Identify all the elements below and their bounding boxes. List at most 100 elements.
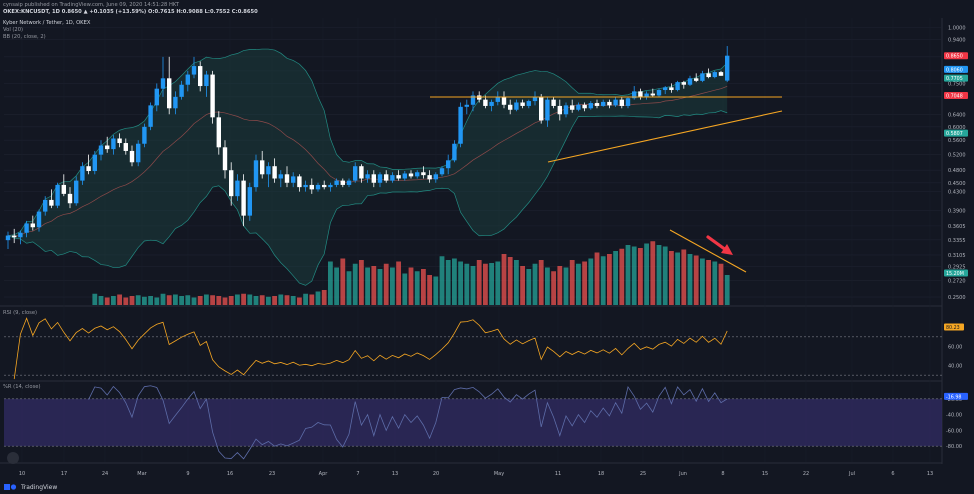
candle-body: [92, 154, 97, 172]
date-tick-label: 17: [61, 471, 67, 477]
candle-body: [681, 82, 686, 85]
price-tick-label: 0.6400: [948, 112, 966, 118]
rsi-line: [13, 317, 728, 380]
candle-body: [346, 180, 352, 185]
volume-bar: [693, 255, 699, 305]
bollinger-upper-line: [7, 48, 728, 236]
candle-body: [371, 174, 376, 183]
rsi-tick-label: 40.00: [948, 364, 962, 370]
candle-body: [384, 174, 389, 181]
date-tick-label: 18: [598, 471, 604, 477]
tradingview-brand[interactable]: TradingView: [4, 483, 57, 491]
volume-bar: [272, 296, 277, 305]
price-tick-label: 0.7500: [948, 81, 966, 87]
candle-body: [576, 104, 581, 110]
candle-body: [129, 150, 135, 163]
volume-bar: [204, 294, 209, 305]
volume-bar: [613, 251, 618, 305]
volume-bar: [185, 295, 191, 305]
williams-r-band: [4, 398, 942, 447]
volume-bar: [359, 260, 364, 305]
candle-body: [204, 74, 209, 87]
candle-body: [700, 73, 705, 81]
volume-bar: [284, 295, 290, 305]
candle-body: [328, 184, 333, 188]
candle-body: [247, 187, 252, 216]
volume-bar: [489, 263, 494, 305]
price-tick-label: 1.0000: [948, 25, 966, 31]
price-badge-label: 0.5807: [946, 131, 963, 137]
price-badge-label: 0.8650: [946, 54, 963, 60]
candle-body: [198, 66, 203, 87]
volume-bar: [551, 271, 556, 305]
candle-body: [638, 91, 643, 97]
candle-body: [353, 166, 358, 181]
symbol-title: Kyber Network / Tether, 1D, OKEX: [3, 20, 91, 26]
volume-bar: [569, 260, 575, 305]
candle-body: [644, 93, 649, 97]
candle-body: [334, 180, 339, 185]
candle-body: [216, 117, 221, 148]
candle-body: [179, 84, 184, 97]
volume-bar: [439, 256, 445, 305]
date-tick-label: 25: [640, 471, 646, 477]
volume-bar: [216, 296, 222, 305]
volume-bar: [160, 293, 166, 305]
candle-body: [396, 175, 401, 179]
volume-bar: [619, 248, 625, 305]
date-tick-label: May: [494, 471, 504, 477]
williams-r-value-badge-label: -16.98: [946, 394, 961, 400]
volume-bar: [390, 267, 395, 305]
candle-body: [12, 235, 17, 238]
candle-body: [712, 72, 717, 78]
price-tick-label: 0.4500: [948, 181, 966, 187]
volume-bar: [259, 295, 265, 305]
volume-bar: [278, 294, 284, 305]
candle-body: [167, 78, 172, 109]
date-tick-label: Mar: [137, 471, 147, 477]
volume-bar: [712, 261, 718, 305]
candle-body: [173, 96, 178, 109]
volume-bar: [290, 296, 296, 305]
candle-body: [123, 143, 128, 151]
price-tick-label: 0.2720: [948, 279, 966, 285]
candle-body: [377, 174, 383, 183]
date-tick-label: 13: [392, 471, 398, 477]
volume-bar: [557, 266, 563, 305]
candle-body: [30, 223, 35, 228]
volume-bar: [650, 241, 656, 305]
candle-body: [359, 166, 364, 179]
candle-body: [570, 105, 575, 110]
candle-body: [551, 99, 556, 106]
candle-body: [557, 105, 562, 115]
candle-body: [117, 138, 122, 144]
candle-body: [148, 105, 153, 127]
volume-bar: [495, 261, 501, 305]
candle-body: [421, 172, 426, 176]
candle-body: [501, 96, 507, 105]
williams-r-label: %R (14, close): [3, 384, 41, 390]
date-tick-label: 16: [227, 471, 233, 477]
candle-body: [291, 176, 296, 183]
date-tick-label: 23: [269, 471, 275, 477]
volume-bar: [241, 293, 246, 305]
volume-bar: [452, 258, 457, 305]
volume-bar: [92, 293, 98, 305]
volume-bar: [371, 266, 377, 305]
williams-r-line: [88, 385, 728, 460]
candle-body: [222, 147, 228, 171]
volume-bar: [718, 263, 724, 305]
volume-bar: [104, 297, 110, 305]
candle-body: [495, 96, 500, 102]
price-badge: [944, 65, 968, 73]
volume-bar: [582, 261, 587, 305]
candle-body: [415, 172, 420, 177]
price-tick-label: 0.5200: [948, 153, 966, 159]
candle-body: [619, 99, 624, 106]
volume-bar: [111, 296, 116, 305]
candle-body: [706, 73, 711, 78]
volume-bar: [433, 276, 439, 305]
candle-body: [514, 102, 519, 110]
